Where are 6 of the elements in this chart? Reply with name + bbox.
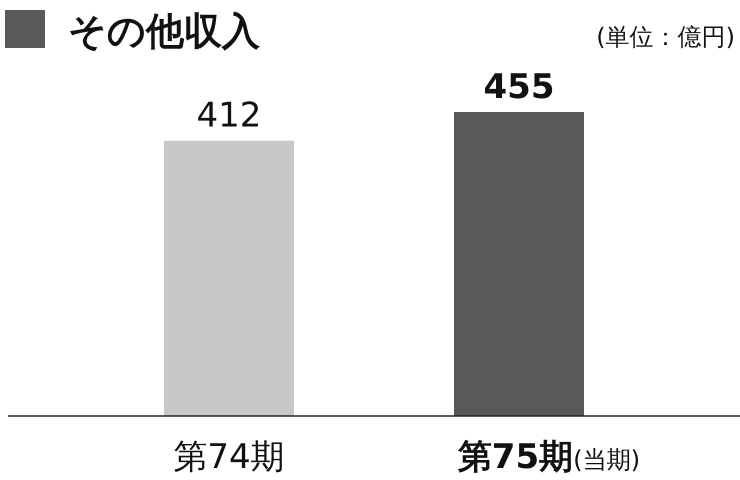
x-tick-label: 第74期 bbox=[173, 437, 285, 477]
text: (単位：億円) bbox=[596, 23, 735, 51]
x-tick-label: 第75期(当期) bbox=[456, 437, 640, 477]
data-label: 455 bbox=[484, 67, 554, 107]
chart-title: その他収入 bbox=[68, 9, 261, 53]
data-label: 412 bbox=[196, 96, 262, 136]
